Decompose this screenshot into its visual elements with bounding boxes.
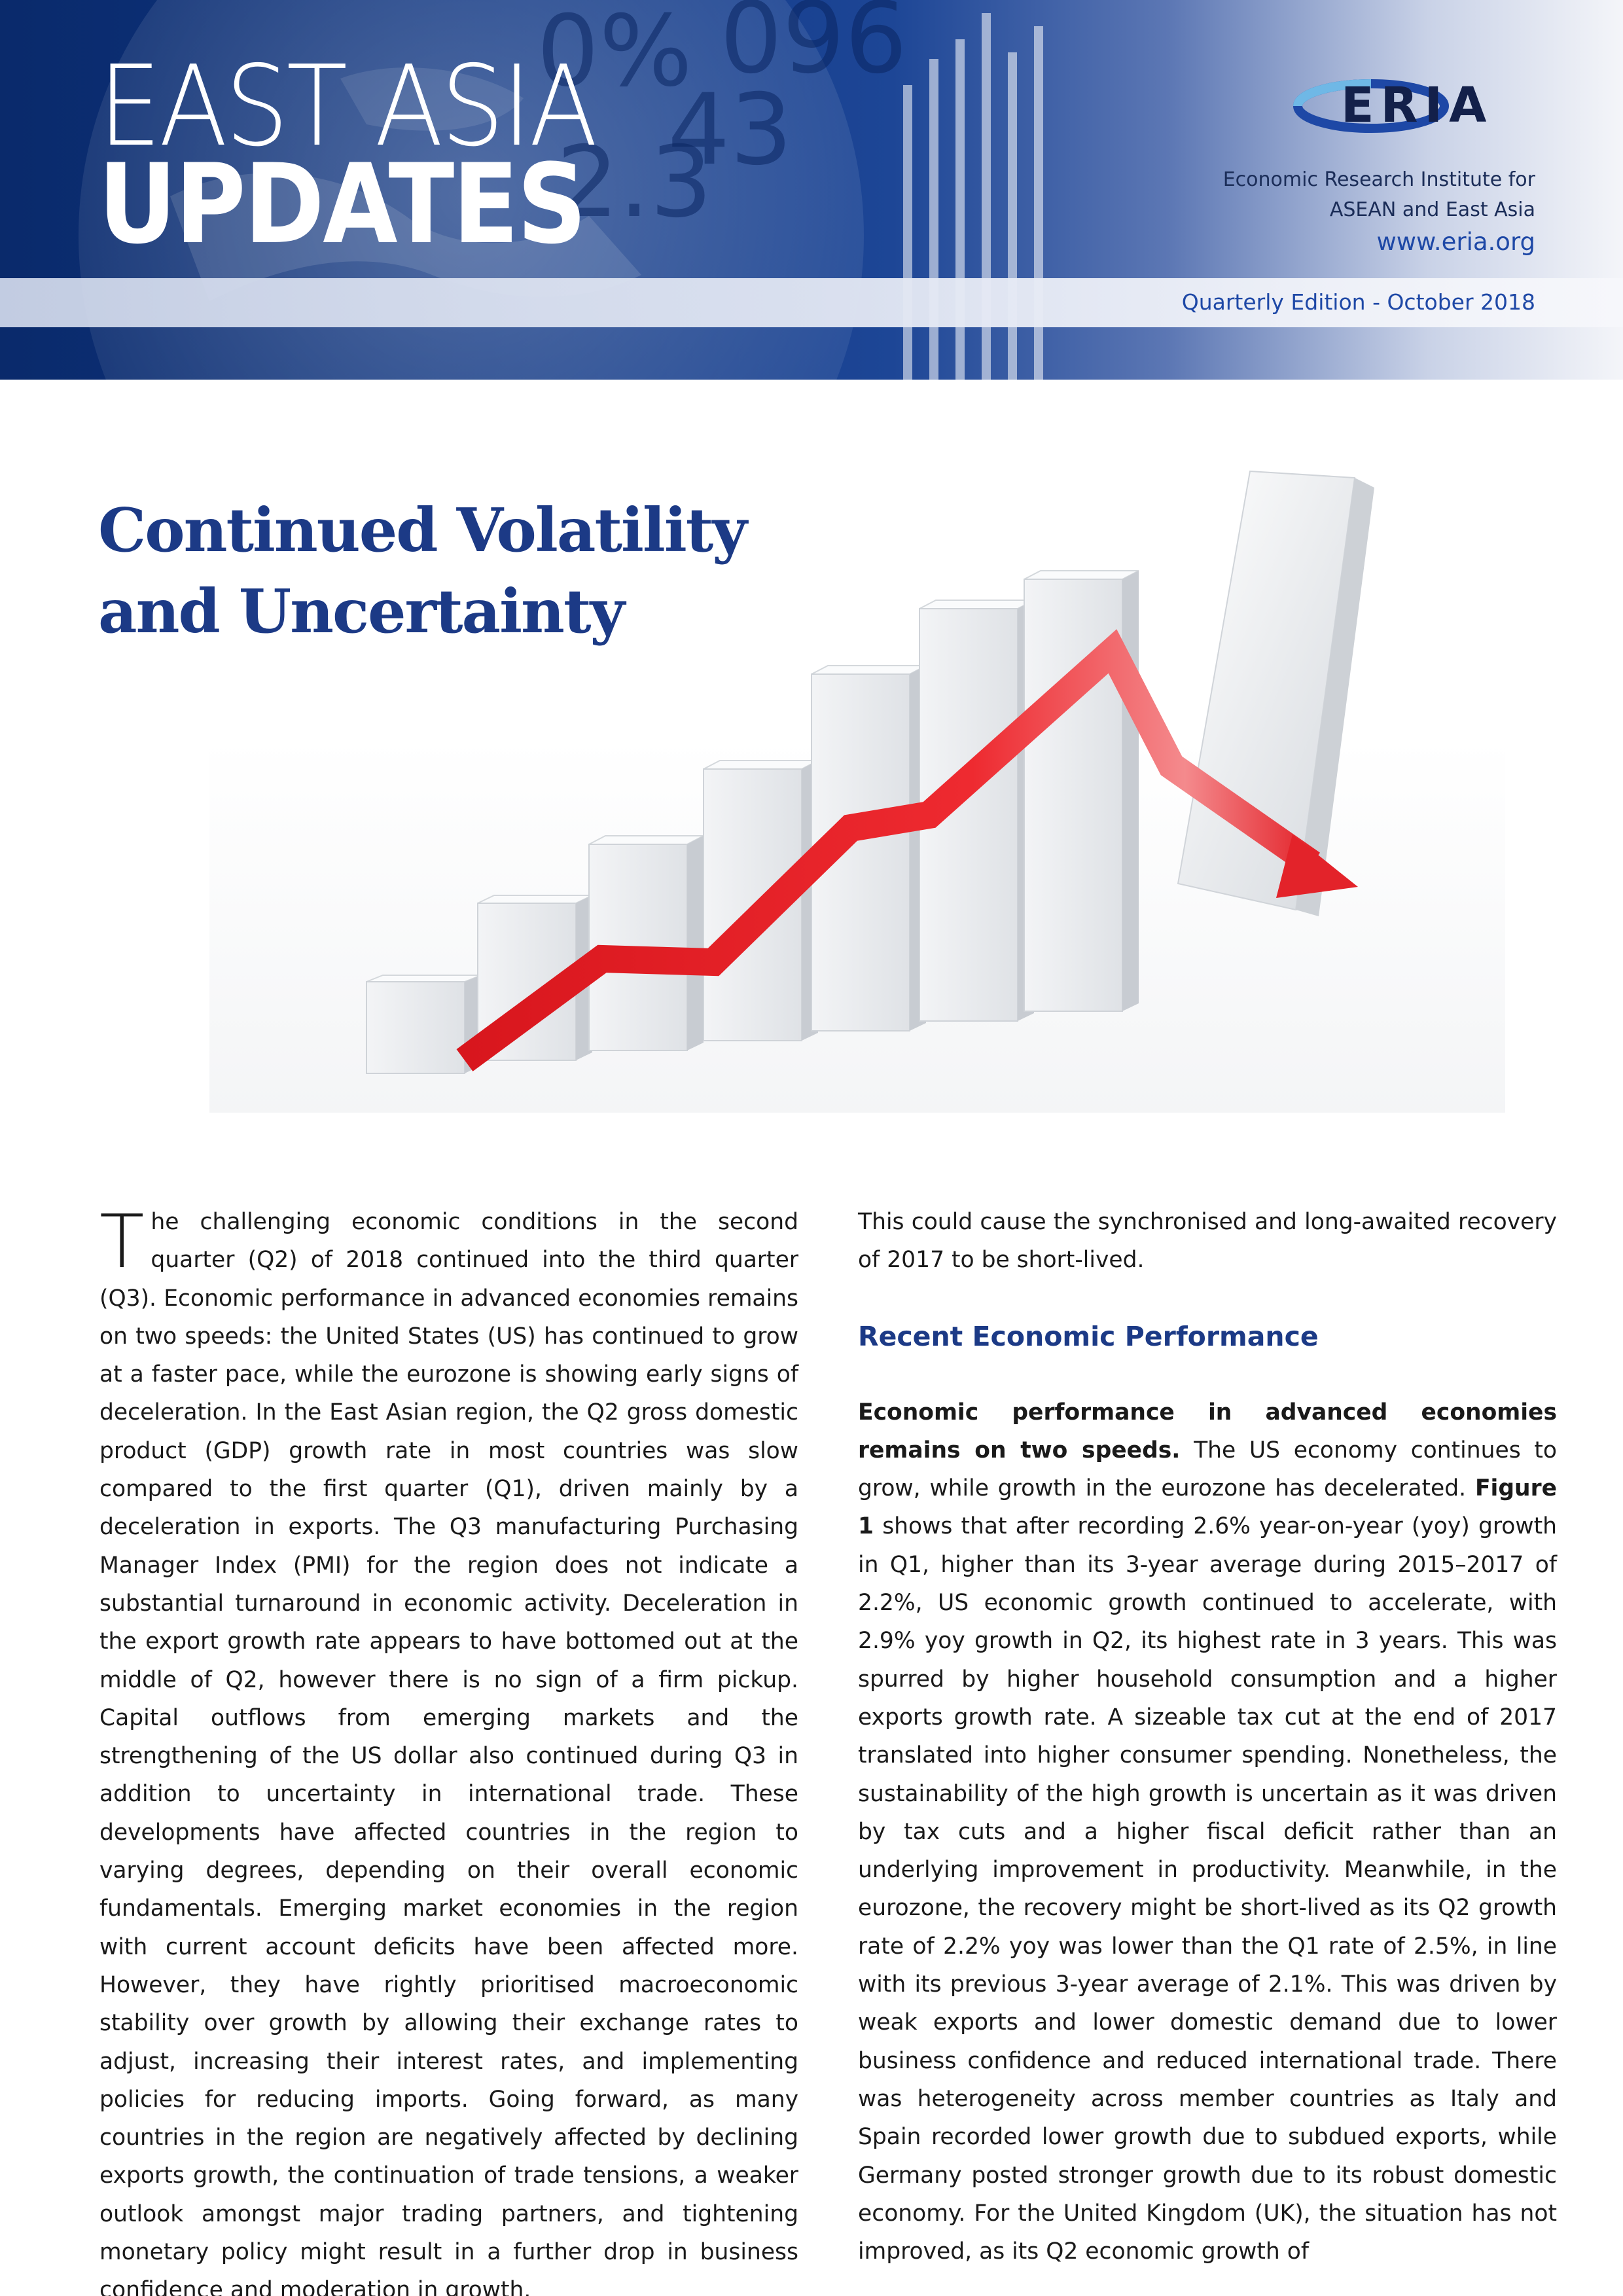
paragraph-text-1: The US economy continues to grow, while … bbox=[858, 1437, 1557, 1502]
organization-name: Economic Research Institute for ASEAN an… bbox=[1222, 168, 1535, 221]
article-headline: Continued Volatility and Uncertainty bbox=[98, 490, 753, 652]
publication-title-line1: EAST ASIA bbox=[98, 42, 597, 171]
svg-text:43: 43 bbox=[668, 73, 793, 187]
svg-text:0%: 0% bbox=[537, 0, 692, 109]
bar-chart-red-arrow-down-icon bbox=[209, 470, 1505, 1113]
eria-logo-text: ERIA bbox=[1341, 77, 1493, 134]
section-heading: Recent Economic Performance bbox=[858, 1320, 1319, 1352]
svg-text:096: 096 bbox=[720, 0, 907, 96]
body-paragraph: Economic performance in advanced economi… bbox=[858, 1393, 1557, 2271]
figure-reference: Figure 1 bbox=[858, 1475, 1557, 1540]
edition-date: Quarterly Edition - October 2018 bbox=[1181, 289, 1535, 315]
red-trend-arrow bbox=[456, 629, 1358, 1071]
publication-title-line2: UPDATES bbox=[98, 140, 587, 268]
intro-paragraph: he challenging economic conditions in th… bbox=[99, 1209, 798, 2296]
edition-strip bbox=[0, 278, 1623, 327]
headline-line2: and Uncertainty bbox=[98, 576, 625, 647]
paragraph-lead: Economic performance in advanced economi… bbox=[858, 1399, 1557, 1463]
intro-continuation: This could cause the synchronised and lo… bbox=[858, 1209, 1557, 1274]
organization-url[interactable]: www.eria.org bbox=[1376, 228, 1535, 256]
eria-logo: ERIA bbox=[1293, 77, 1493, 134]
svg-text:2.3: 2.3 bbox=[556, 126, 713, 240]
article-column-right: This could cause the synchronised and lo… bbox=[858, 1203, 1557, 2270]
headline-line1: Continued Volatility bbox=[98, 495, 747, 565]
paragraph-text-2: shows that after recording 2.6% year-on-… bbox=[858, 1513, 1557, 2265]
drop-cap: T bbox=[99, 1200, 145, 1285]
header-banner: 0% 096 2.3 43 EAST ASIA UPDATES ERIA Eco… bbox=[0, 0, 1623, 380]
article-column-left: T he challenging economic conditions in … bbox=[99, 1203, 798, 2296]
